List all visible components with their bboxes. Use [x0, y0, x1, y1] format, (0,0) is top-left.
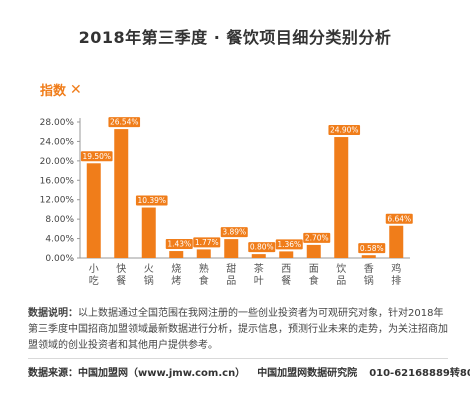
x-tick-label: 甜	[226, 262, 236, 275]
data-label-box	[303, 232, 331, 243]
footer-source: 数据来源：中国加盟网（www.jmw.com.cn）	[28, 368, 246, 379]
x-tick-label: 餐	[281, 274, 291, 287]
data-label-box	[193, 237, 221, 248]
bar	[114, 129, 129, 258]
data-label-box	[165, 239, 193, 250]
data-label: 0.80%	[250, 243, 274, 252]
data-label-box	[358, 243, 386, 254]
data-label: 19.50%	[82, 152, 111, 161]
x-tick-label: 食	[199, 274, 209, 287]
x-tick-label: 品	[336, 275, 346, 287]
x-tick-label: 面	[309, 264, 319, 275]
data-description-label: 数据说明：	[28, 308, 78, 319]
bar	[169, 251, 184, 258]
x-tick-label: 鸡	[391, 262, 401, 275]
y-tick-label: 12.00%	[40, 196, 75, 206]
x-tick-label: 锅	[144, 275, 154, 287]
data-label-box	[108, 117, 141, 128]
bar-chart: 0.00% 4.00% 8.00% 12.00% 16.00% 20.00% 24.00% 2…	[40, 117, 413, 287]
data-label: 3.89%	[222, 228, 246, 237]
y-tick-label: 20.00%	[40, 157, 75, 167]
data-label: 1.36%	[277, 240, 301, 249]
data-label-box	[248, 242, 276, 253]
data-label-box	[220, 227, 248, 238]
x-tick-label: 饮	[336, 262, 346, 275]
x-tick-label: 吃	[89, 274, 99, 287]
index-badge: 指数 ✕	[40, 80, 82, 100]
data-description: 数据说明：以上数据通过全国范围在我网注册的一些创业投资者为可观研究对象，针对20…	[28, 306, 448, 354]
x-tick-label: 西	[281, 264, 291, 275]
bar	[334, 137, 349, 258]
footer-divider	[28, 358, 448, 359]
x-tick-label: 烧	[171, 262, 181, 275]
x-tick-label: 熟	[199, 262, 209, 275]
bar	[251, 254, 266, 258]
data-label: 1.77%	[195, 238, 219, 247]
data-label-box	[135, 195, 168, 206]
bar	[306, 244, 321, 258]
bar	[86, 163, 101, 258]
data-label: 24.90%	[330, 126, 359, 135]
data-label-box	[328, 125, 361, 136]
x-tick-label: 火	[144, 263, 154, 275]
data-label: 26.54%	[110, 118, 139, 127]
bar	[279, 251, 294, 258]
data-label: 2.70%	[305, 233, 329, 242]
bar	[141, 207, 156, 258]
page-title: 2018年第三季度 · 餐饮项目细分类别分析	[78, 28, 392, 47]
data-label: 1.43%	[167, 240, 191, 249]
y-tick-label: 16.00%	[40, 176, 75, 186]
x-tick-label: 小	[89, 263, 99, 275]
data-label: 10.39%	[137, 196, 166, 205]
bar	[196, 249, 211, 258]
x-tick-label: 香	[364, 263, 374, 275]
index-badge-label: 指数	[40, 84, 67, 99]
x-tick-label: 锅	[364, 275, 374, 287]
close-x-icon: ✕	[70, 81, 82, 98]
data-label: 6.64%	[387, 214, 411, 223]
x-tick-label: 叶	[254, 275, 264, 287]
bar	[224, 239, 239, 258]
y-tick-label: 24.00%	[40, 137, 75, 147]
footer-institute: 中国加盟网数据研究院	[257, 368, 358, 379]
x-tick-label: 食	[309, 274, 319, 287]
y-tick-label: 0.00%	[45, 254, 74, 264]
data-description-text: 以上数据通过全国范围在我网注册的一些创业投资者为可观研究对象，针对2018年第三…	[28, 308, 448, 351]
y-tick-label: 8.00%	[45, 215, 74, 225]
x-tick-label: 品	[226, 275, 236, 287]
footer: 数据来源：中国加盟网（www.jmw.com.cn） 中国加盟网数据研究院 01…	[28, 364, 470, 379]
y-tick-label: 4.00%	[45, 235, 74, 245]
y-tick-label: 28.00%	[40, 118, 75, 128]
footer-phone: 010-62168889转8080	[369, 368, 470, 379]
data-label-box	[80, 151, 113, 162]
data-label: 0.58%	[360, 244, 384, 253]
data-label-box	[275, 239, 303, 250]
bar	[389, 225, 404, 258]
x-tick-label: 排	[391, 274, 401, 287]
x-tick-label: 烤	[171, 274, 181, 287]
x-tick-label: 餐	[116, 274, 126, 287]
x-tick-label: 茶	[254, 262, 264, 275]
x-tick-label: 快	[116, 263, 126, 275]
data-label-box	[385, 213, 413, 224]
bar	[361, 255, 376, 258]
